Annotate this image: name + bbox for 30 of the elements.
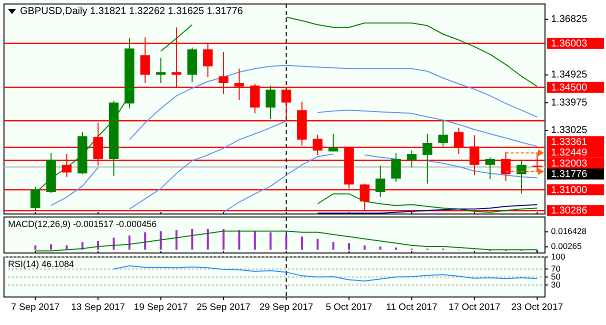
chart-title: GBPUSD,Daily 1.31821 1.32262 1.31625 1.31776: [20, 6, 244, 17]
ref-line-label: 1.32003: [551, 158, 588, 170]
ref-line-label: 1.31000: [551, 184, 588, 196]
y-tick-label: 1.33025: [551, 125, 588, 136]
ref-line-label: 1.30286: [551, 206, 588, 217]
x-tick-label: 17 Oct 2017: [448, 302, 500, 313]
x-tick-label: 19 Sep 2017: [134, 302, 188, 313]
x-tick-label: 29 Sep 2017: [259, 302, 314, 313]
ref-line-label: 1.34500: [551, 82, 588, 94]
x-tick-label: 23 Oct 2017: [511, 302, 564, 313]
y-tick-label: 0.00265: [551, 241, 582, 252]
y-tick-label: 30: [551, 279, 561, 290]
chart-title: RSI(14) 46.1084: [8, 259, 74, 269]
ref-line-label: 1.33361: [551, 136, 588, 148]
x-tick-label: 5 Oct 2017: [326, 302, 372, 313]
chart-title: MACD(12,26,9) -0.001517 -0.000456: [8, 219, 157, 229]
x-tick-label: 11 Oct 2017: [386, 302, 438, 313]
ref-line-label: 1.32449: [551, 147, 588, 158]
x-tick-label: 25 Sep 2017: [196, 302, 250, 313]
y-tick-label: 0.016428: [551, 226, 587, 236]
ref-line-label: 1.31776: [551, 169, 588, 180]
ref-line-label: 1.36003: [551, 38, 588, 50]
y-tick-label: 1.33975: [551, 97, 588, 108]
y-tick-label: 1.36825: [551, 14, 588, 25]
x-tick-label: 7 Sep 2017: [11, 302, 60, 313]
y-tick-label: 100: [551, 251, 566, 262]
y-tick-label: 70: [551, 263, 561, 274]
x-tick-label: 13 Sep 2017: [71, 302, 126, 313]
y-tick-label: 50: [551, 271, 561, 282]
y-tick-label: 1.34925: [551, 70, 588, 81]
